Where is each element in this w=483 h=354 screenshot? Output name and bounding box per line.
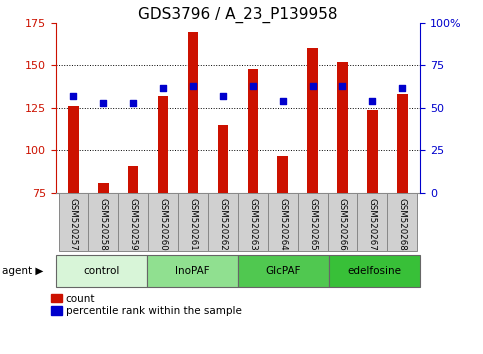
Bar xyxy=(56,255,147,287)
Bar xyxy=(218,125,228,193)
Text: GSM520265: GSM520265 xyxy=(308,198,317,250)
Bar xyxy=(307,48,318,193)
Bar xyxy=(327,193,357,251)
Text: GSM520261: GSM520261 xyxy=(188,198,198,250)
Bar xyxy=(98,183,109,193)
Text: GSM520257: GSM520257 xyxy=(69,198,78,250)
Bar xyxy=(208,193,238,251)
Point xyxy=(279,98,286,104)
Text: GSM520260: GSM520260 xyxy=(158,198,168,250)
Legend: count, percentile rank within the sample: count, percentile rank within the sample xyxy=(51,294,242,316)
Bar xyxy=(277,155,288,193)
Text: control: control xyxy=(83,266,119,276)
Title: GDS3796 / A_23_P139958: GDS3796 / A_23_P139958 xyxy=(138,7,338,23)
Bar xyxy=(128,166,139,193)
Bar xyxy=(397,95,408,193)
Point xyxy=(159,85,167,90)
Text: GSM520258: GSM520258 xyxy=(99,198,108,250)
Bar xyxy=(248,69,258,193)
Bar xyxy=(158,96,169,193)
Text: GSM520259: GSM520259 xyxy=(129,198,138,250)
Point xyxy=(339,83,346,89)
Bar xyxy=(238,193,268,251)
Bar xyxy=(68,106,79,193)
Bar xyxy=(238,255,329,287)
Point xyxy=(129,100,137,106)
Bar xyxy=(118,193,148,251)
Point xyxy=(369,98,376,104)
Bar xyxy=(88,193,118,251)
Bar xyxy=(148,193,178,251)
Bar xyxy=(329,255,420,287)
Bar xyxy=(58,193,88,251)
Bar xyxy=(367,110,378,193)
Point xyxy=(219,93,227,99)
Text: agent ▶: agent ▶ xyxy=(2,266,44,276)
Bar xyxy=(178,193,208,251)
Text: GSM520268: GSM520268 xyxy=(398,198,407,250)
Bar xyxy=(387,193,417,251)
Text: GSM520263: GSM520263 xyxy=(248,198,257,250)
Text: GlcPAF: GlcPAF xyxy=(266,266,301,276)
Text: GSM520262: GSM520262 xyxy=(218,198,227,250)
Point xyxy=(99,100,107,106)
Bar xyxy=(188,32,199,193)
Bar xyxy=(268,193,298,251)
Text: GSM520267: GSM520267 xyxy=(368,198,377,250)
Text: InoPAF: InoPAF xyxy=(175,266,210,276)
Text: GSM520264: GSM520264 xyxy=(278,198,287,250)
Point xyxy=(70,93,77,99)
Point xyxy=(398,85,406,90)
Bar xyxy=(337,62,348,193)
Point xyxy=(249,83,256,89)
Point xyxy=(309,83,316,89)
Bar xyxy=(147,255,238,287)
Text: GSM520266: GSM520266 xyxy=(338,198,347,250)
Point xyxy=(189,83,197,89)
Bar xyxy=(298,193,327,251)
Text: edelfosine: edelfosine xyxy=(348,266,402,276)
Bar xyxy=(357,193,387,251)
